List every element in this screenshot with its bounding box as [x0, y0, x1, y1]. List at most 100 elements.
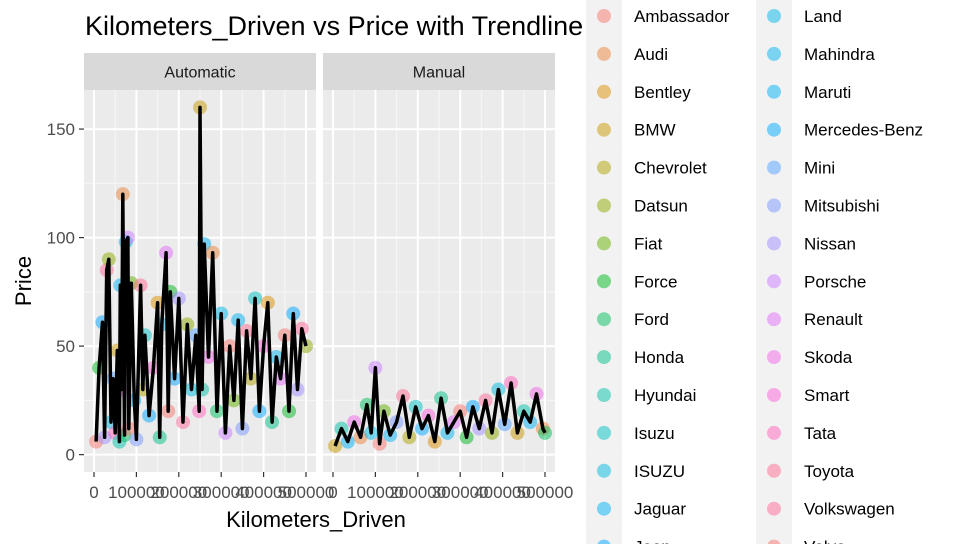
legend-item: Mahindra: [756, 34, 875, 73]
legend-item: Land: [756, 0, 842, 35]
legend-key: [767, 9, 781, 23]
legend-item: Tata: [756, 413, 837, 452]
legend-key: [597, 463, 611, 478]
legend-item: Isuzu: [586, 413, 675, 452]
legend-key: [597, 46, 611, 61]
legend: Ambassador Audi Bentley BMW Chevrolet Datsun F…: [586, 0, 923, 544]
legend-key-background: [756, 527, 792, 544]
legend-item: Mercedes-Benz: [756, 110, 923, 149]
x-tick-label: 500000: [278, 483, 335, 502]
legend-key: [597, 425, 611, 440]
facet-strip: [323, 53, 555, 90]
trendline: [333, 366, 547, 447]
legend-label: Nissan: [804, 234, 856, 253]
legend-item: Ford: [586, 300, 669, 339]
legend-key: [597, 198, 611, 213]
x-axis-label: Kilometers_Driven: [226, 507, 406, 532]
legend-key: [597, 9, 611, 23]
legend-label: Datsun: [634, 197, 688, 216]
legend-item: Nissan: [756, 224, 856, 263]
x-tick-label: 200000: [150, 483, 207, 502]
legend-key: [767, 425, 781, 440]
legend-label: Renault: [804, 310, 863, 329]
legend-label: Chevrolet: [634, 159, 707, 178]
legend-key: [597, 274, 611, 289]
legend-item: BMW: [586, 110, 676, 149]
legend-item: Smart: [756, 376, 850, 414]
legend-label: Hyundai: [634, 386, 696, 405]
legend-item: Chevrolet: [586, 148, 707, 187]
legend-key: [767, 274, 781, 289]
legend-label: Jeep: [634, 538, 671, 544]
legend-label: Fiat: [634, 234, 663, 253]
x-tick-label: 300000: [432, 483, 489, 502]
legend-label: Land: [804, 7, 842, 26]
legend-label: Ambassador: [634, 7, 730, 26]
facet-panel-automatic: Automatic 0 100000200000300000400000500000…: [47, 53, 335, 502]
x-tick-label: 400000: [474, 483, 531, 502]
legend-label: Isuzu: [634, 424, 675, 443]
legend-item: Skoda: [756, 338, 853, 377]
x-tick-label: 100000: [347, 483, 404, 502]
chart-title: Kilometers_Driven vs Price with Trendlin…: [85, 11, 583, 41]
legend-key: [767, 198, 781, 213]
legend-item: Hyundai: [586, 376, 696, 414]
legend-label: Smart: [804, 386, 850, 405]
legend-key: [597, 122, 611, 137]
legend-label: Mitsubishi: [804, 197, 880, 216]
legend-item: Audi: [586, 34, 668, 73]
legend-key: [597, 312, 611, 327]
legend-label: Porsche: [804, 272, 866, 291]
legend-item: Fiat: [586, 224, 663, 263]
x-tick-label: 0: [89, 483, 98, 502]
y-tick-label: 0: [66, 446, 75, 465]
legend-key: [597, 350, 611, 365]
legend-key: [597, 84, 611, 99]
legend-key: [767, 463, 781, 478]
x-tick-label: 300000: [193, 483, 250, 502]
legend-label: BMW: [634, 121, 676, 140]
legend-key: [597, 160, 611, 175]
legend-item: Mini: [756, 148, 835, 187]
x-tick-label: 200000: [389, 483, 446, 502]
x-tick-label: 400000: [235, 483, 292, 502]
legend-key: [767, 312, 781, 327]
legend-item: Force: [586, 262, 677, 301]
legend-key-background: [586, 527, 622, 544]
legend-key: [767, 122, 781, 137]
legend-item: Volvo: [756, 527, 846, 544]
y-tick-label: 100: [47, 229, 75, 248]
legend-key: [767, 236, 781, 251]
legend-label: Tata: [804, 424, 837, 443]
legend-key: [767, 160, 781, 175]
legend-key: [767, 46, 781, 61]
legend-item: Bentley: [586, 72, 691, 111]
legend-key: [597, 501, 611, 516]
legend-key: [597, 388, 611, 402]
x-tick-label: 500000: [517, 483, 574, 502]
legend-label: Mahindra: [804, 45, 875, 64]
legend-item: Honda: [586, 338, 685, 377]
legend-item: Porsche: [756, 262, 866, 301]
legend-item: Jeep: [586, 527, 671, 544]
y-tick-label: 150: [47, 120, 75, 139]
legend-label: Bentley: [634, 83, 691, 102]
legend-label: Volvo: [804, 538, 846, 544]
legend-label: Skoda: [804, 348, 853, 367]
facet-strip-label: Manual: [413, 65, 465, 82]
legend-label: Honda: [634, 348, 685, 367]
legend-item: Mitsubishi: [756, 186, 880, 225]
legend-label: Ford: [634, 310, 669, 329]
legend-label: Volkswagen: [804, 500, 895, 519]
legend-label: Maruti: [804, 83, 851, 102]
facet-strip: [84, 53, 316, 90]
legend-key: [767, 501, 781, 516]
legend-key: [597, 236, 611, 251]
facet-strip-label: Automatic: [164, 65, 235, 82]
legend-label: Jaguar: [634, 500, 686, 519]
legend-key: [767, 350, 781, 365]
legend-label: Audi: [634, 45, 668, 64]
legend-key: [597, 539, 611, 544]
